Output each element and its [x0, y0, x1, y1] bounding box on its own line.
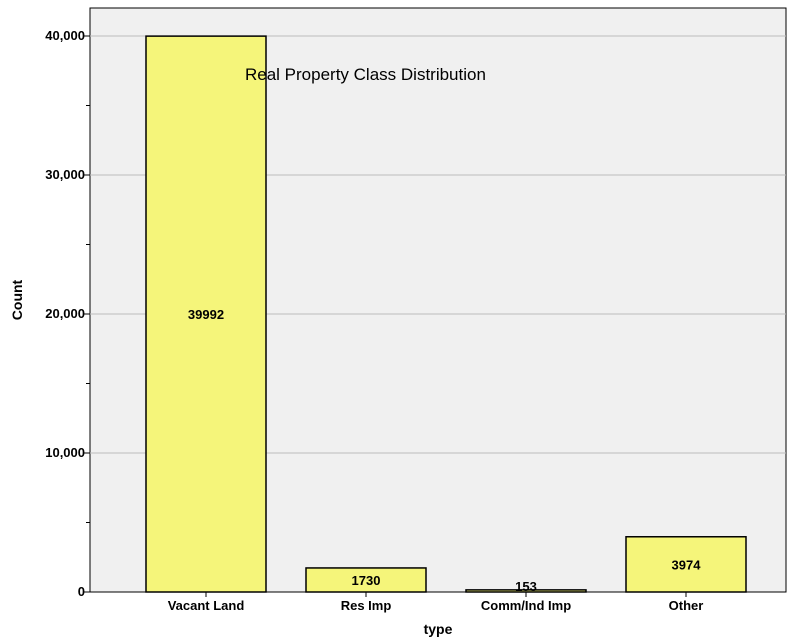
bar-data-label: 39992 — [188, 307, 224, 322]
bar-data-label: 3974 — [672, 557, 702, 572]
y-tick-label: 40,000 — [45, 28, 85, 43]
x-tick-label: Other — [669, 598, 704, 613]
x-tick-label: Comm/Ind Imp — [481, 598, 571, 613]
bar-data-labels: 39992 1730 153 3974 — [188, 307, 701, 594]
x-axis: Vacant Land Res Imp Comm/Ind Imp Other — [168, 592, 704, 613]
y-axis: 0 10,000 20,000 30,000 40,000 — [45, 28, 90, 599]
x-tick-label: Res Imp — [341, 598, 392, 613]
y-tick-label: 10,000 — [45, 445, 85, 460]
bar — [305, 567, 427, 593]
y-tick-label: 20,000 — [45, 306, 85, 321]
x-axis-title: type — [424, 621, 453, 637]
bar — [625, 536, 747, 593]
bar — [145, 35, 267, 593]
y-tick-label: 30,000 — [45, 167, 85, 182]
bar-data-label: 1730 — [352, 573, 381, 588]
y-tick-label: 0 — [78, 584, 85, 599]
y-axis-title: Count — [9, 279, 25, 320]
bars — [145, 35, 747, 593]
bar-data-label: 153 — [515, 579, 537, 594]
x-tick-label: Vacant Land — [168, 598, 245, 613]
chart-title: Real Property Class Distribution — [245, 65, 486, 84]
